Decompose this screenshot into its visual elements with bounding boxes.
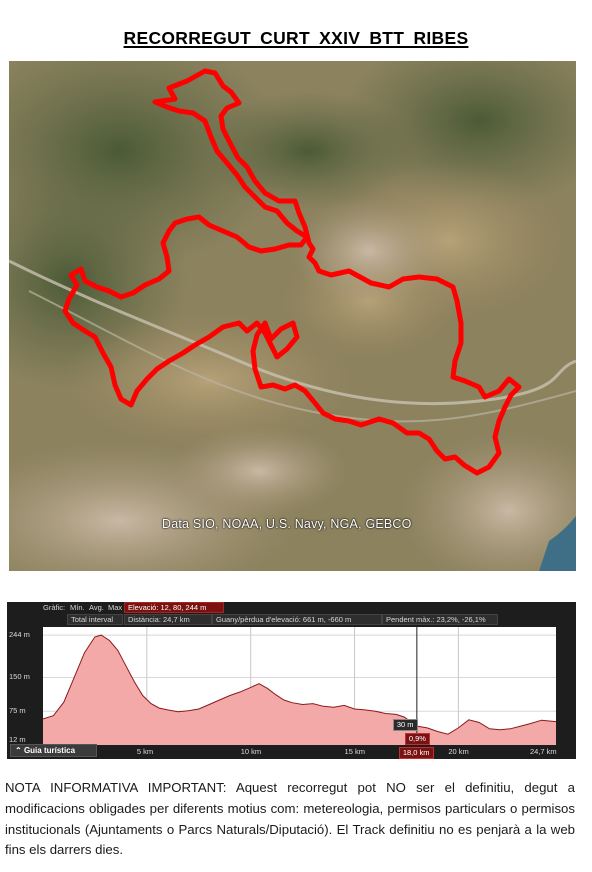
elevation-chart	[42, 627, 557, 745]
road	[28, 290, 576, 423]
elevation-line	[42, 634, 557, 735]
x-tick-label: 20 km	[448, 747, 469, 756]
map-attribution: Data SIO, NOAA, U.S. Navy, NGA, GEBCO	[162, 517, 412, 531]
total-interval-button[interactable]: Total interval	[67, 614, 123, 625]
highway	[9, 259, 576, 406]
x-tick-label: 15 km	[344, 747, 365, 756]
y-tick-label: 150 m	[9, 672, 30, 682]
profile-header-row1: Gràfic: Mín. Avg. Max Elevació: 12, 80, …	[7, 602, 576, 613]
cursor-slope-tip: 0,9%	[404, 733, 430, 745]
elevation-readout: Elevació: 12, 80, 244 m	[124, 602, 224, 613]
y-tick-label: 12 m	[9, 734, 26, 744]
distance-readout: Distància: 24,7 km	[124, 614, 212, 625]
elevation-profile-panel: Gràfic: Mín. Avg. Max Elevació: 12, 80, …	[7, 602, 576, 759]
elevation-gain-readout: Guany/pèrdua d'elevació: 661 m, -660 m	[212, 614, 382, 625]
elevation-area	[43, 635, 556, 745]
route-track	[62, 68, 522, 476]
profile-header-row2: Total interval Distància: 24,7 km Guany/…	[7, 614, 576, 625]
map-canvas	[9, 61, 576, 571]
cursor-distance-tip: 18,0 km	[398, 747, 434, 759]
tourist-guide-button[interactable]: ⌃ Guia turística	[10, 744, 97, 757]
satellite-map[interactable]: Data SIO, NOAA, U.S. Navy, NGA, GEBCO	[9, 61, 576, 571]
important-note: NOTA INFORMATIVA IMPORTANT: Aquest recor…	[5, 780, 575, 858]
town-area	[169, 426, 349, 516]
min-toggle[interactable]: Mín.	[70, 603, 85, 612]
x-tick-label: 24,7 km	[530, 747, 557, 756]
max-toggle[interactable]: Max	[108, 603, 123, 612]
x-tick-label: 5 km	[136, 747, 154, 756]
x-tick-label: 10 km	[240, 747, 262, 756]
town-area	[399, 431, 576, 571]
avg-toggle[interactable]: Avg.	[89, 603, 104, 612]
max-slope-readout: Pendent màx.: 23,2%, -26,1%	[382, 614, 498, 625]
tourist-guide-label: Guia turística	[23, 746, 76, 755]
page-title-text: RECORREGUT CURT XXIV BTT RIBES	[123, 28, 469, 48]
collapse-icon: ⌃	[15, 746, 22, 755]
page-title: RECORREGUT CURT XXIV BTT RIBES	[0, 28, 592, 49]
cursor-elevation-tip: 30 m	[392, 719, 418, 732]
y-tick-label: 244 m	[9, 630, 30, 640]
sea-area	[539, 516, 576, 571]
elevation-plot[interactable]	[42, 627, 557, 745]
graph-label: Gràfic:	[43, 603, 66, 612]
y-tick-label: 75 m	[9, 706, 26, 716]
